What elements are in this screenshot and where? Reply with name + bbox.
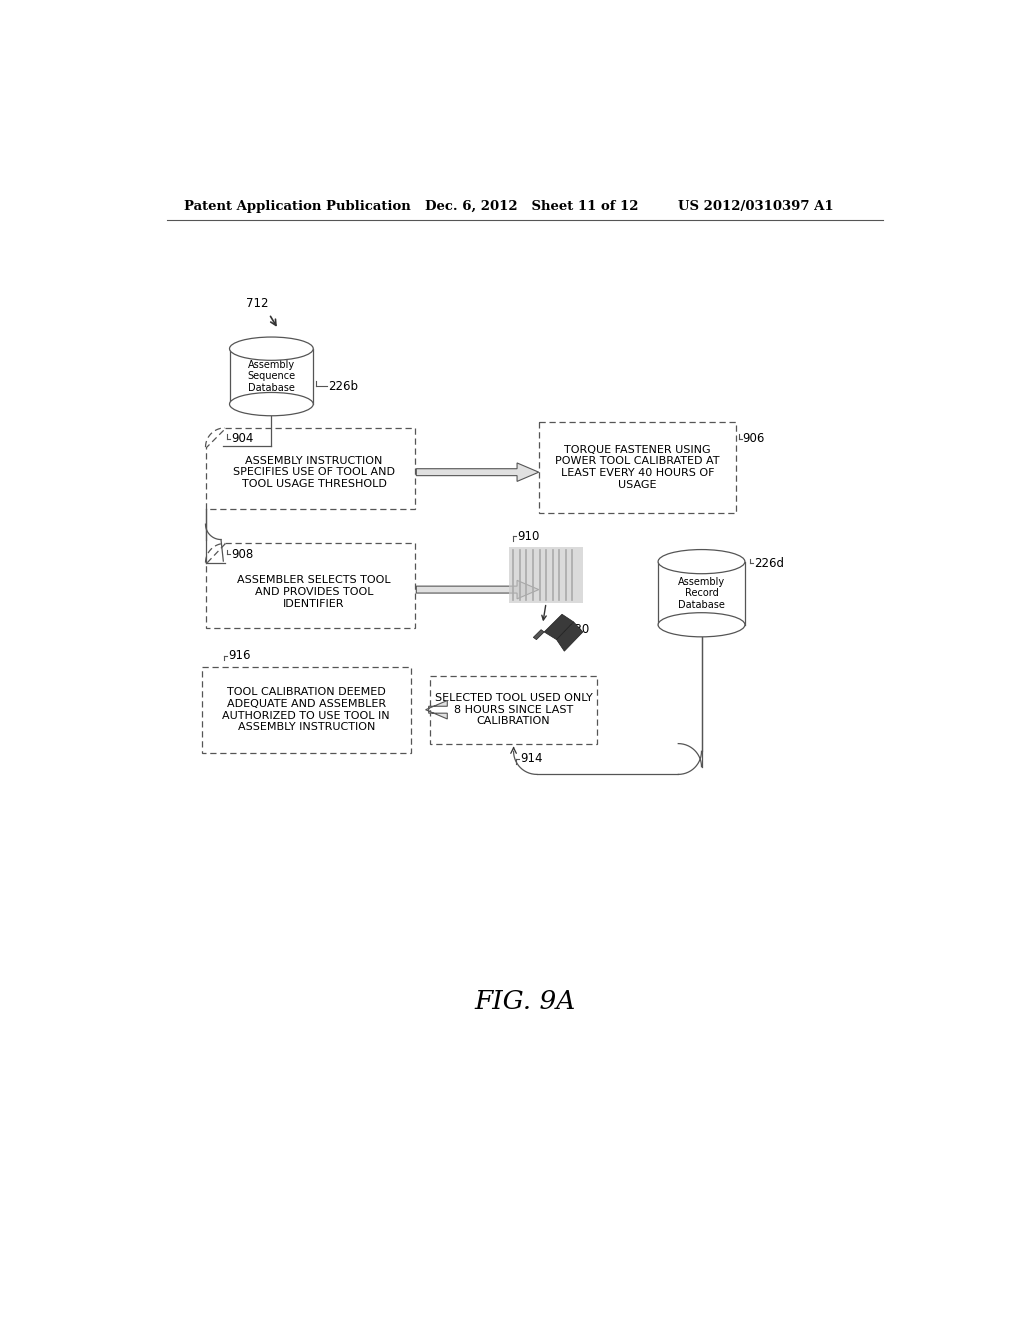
Polygon shape xyxy=(206,544,415,628)
Text: ASSEMBLER SELECTS TOOL
AND PROVIDES TOOL
IDENTIFIER: ASSEMBLER SELECTS TOOL AND PROVIDES TOOL… xyxy=(238,576,391,609)
Text: 230: 230 xyxy=(567,623,590,636)
Text: TORQUE FASTENER USING
POWER TOOL CALIBRATED AT
LEAST EVERY 40 HOURS OF
USAGE: TORQUE FASTENER USING POWER TOOL CALIBRA… xyxy=(555,445,720,490)
Polygon shape xyxy=(544,614,573,640)
Text: 906: 906 xyxy=(742,432,765,445)
Polygon shape xyxy=(534,630,544,640)
Text: 226b: 226b xyxy=(328,380,358,393)
Text: ASSEMBLY INSTRUCTION
SPECIFIES USE OF TOOL AND
TOOL USAGE THRESHOLD: ASSEMBLY INSTRUCTION SPECIFIES USE OF TO… xyxy=(233,455,395,488)
Bar xyxy=(509,548,583,603)
Bar xyxy=(229,348,313,404)
Polygon shape xyxy=(206,428,415,508)
Bar xyxy=(202,667,411,752)
Text: Assembly
Record
Database: Assembly Record Database xyxy=(678,577,725,610)
Text: 226d: 226d xyxy=(755,557,784,570)
Polygon shape xyxy=(557,622,583,651)
Text: TOOL CALIBRATION DEEMED
ADEQUATE AND ASSEMBLER
AUTHORIZED TO USE TOOL IN
ASSEMBL: TOOL CALIBRATION DEEMED ADEQUATE AND ASS… xyxy=(222,688,390,733)
Text: Dec. 6, 2012   Sheet 11 of 12: Dec. 6, 2012 Sheet 11 of 12 xyxy=(425,199,638,213)
Text: FIG. 9A: FIG. 9A xyxy=(474,989,575,1014)
Ellipse shape xyxy=(658,612,744,636)
Ellipse shape xyxy=(658,549,744,574)
Text: 904: 904 xyxy=(231,432,254,445)
Ellipse shape xyxy=(229,392,313,416)
Ellipse shape xyxy=(229,337,313,360)
Bar xyxy=(539,422,736,512)
Text: 914: 914 xyxy=(520,752,543,766)
Polygon shape xyxy=(417,581,539,599)
Polygon shape xyxy=(417,463,539,482)
Bar xyxy=(430,676,597,743)
Text: SELECTED TOOL USED ONLY
8 HOURS SINCE LAST
CALIBRATION: SELECTED TOOL USED ONLY 8 HOURS SINCE LA… xyxy=(434,693,593,726)
Text: US 2012/0310397 A1: US 2012/0310397 A1 xyxy=(678,199,834,213)
Bar xyxy=(658,561,744,624)
Text: 712: 712 xyxy=(246,297,268,310)
Polygon shape xyxy=(426,701,447,719)
Text: Patent Application Publication: Patent Application Publication xyxy=(183,199,411,213)
Text: 916: 916 xyxy=(228,649,251,663)
Text: Assembly
Sequence
Database: Assembly Sequence Database xyxy=(248,360,296,393)
Text: 908: 908 xyxy=(231,548,253,561)
Text: 910: 910 xyxy=(517,529,540,543)
